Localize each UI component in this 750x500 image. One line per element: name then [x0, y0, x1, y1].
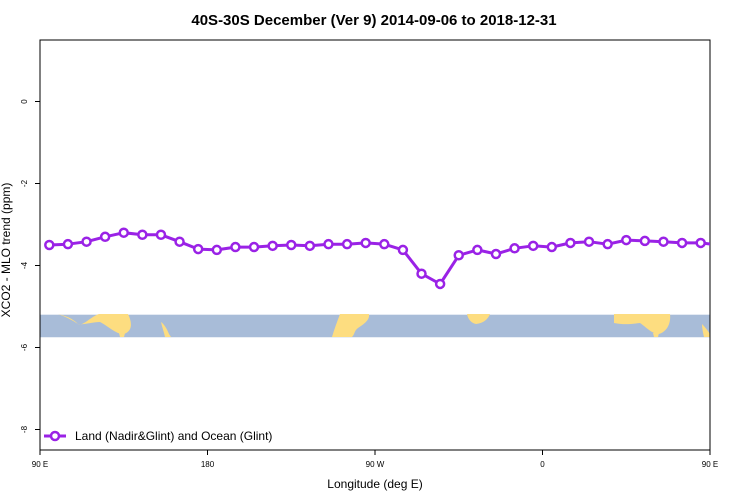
legend-marker-sample — [49, 430, 61, 442]
data-point — [379, 238, 390, 250]
x-tick-label-4: 90 E — [702, 460, 718, 469]
y-tick-label-1: -2 — [20, 179, 29, 187]
data-point — [546, 241, 558, 253]
data-point — [472, 244, 483, 256]
data-point — [453, 250, 464, 261]
land-new-zealand-2 — [702, 324, 710, 337]
x-tick-label-2: 90 W — [366, 460, 385, 469]
data-point — [118, 227, 129, 238]
data-point — [62, 238, 74, 250]
land-south-america — [332, 314, 370, 337]
data-point — [527, 240, 539, 252]
data-point — [323, 238, 334, 250]
land-australia-2 — [614, 314, 671, 334]
x-axis-label: Longitude (deg E) — [327, 477, 422, 491]
data-point — [99, 231, 111, 243]
data-point — [434, 278, 446, 290]
data-point — [360, 237, 371, 249]
y-axis: 0 -2 -4 -6 -8 — [20, 99, 40, 433]
data-point — [397, 244, 409, 256]
x-tick-label-1: 180 — [201, 460, 215, 469]
data-point — [676, 237, 688, 249]
data-point — [490, 248, 502, 260]
x-tick-label-0: 90 E — [32, 460, 48, 469]
land-australia-1 — [58, 314, 131, 335]
y-tick-label-2: -4 — [20, 261, 29, 269]
data-point — [621, 234, 632, 246]
data-point — [81, 236, 92, 247]
data-point — [267, 240, 278, 252]
data-point — [658, 236, 669, 247]
y-tick-label-3: -6 — [20, 343, 29, 351]
data-point — [695, 237, 706, 249]
ocean-background — [40, 314, 710, 338]
data-point — [137, 229, 148, 240]
chart-title: 40S-30S December (Ver 9) 2014-09-06 to 2… — [191, 12, 556, 29]
data-point — [304, 240, 316, 252]
data-point — [211, 244, 223, 256]
data-point — [341, 238, 353, 250]
data-point — [509, 243, 520, 254]
data-point — [286, 239, 297, 251]
y-axis-label: XCO2 - MLO trend (ppm) — [0, 183, 13, 318]
data-point — [44, 239, 55, 251]
map-strip — [40, 314, 710, 338]
data-point — [155, 229, 167, 240]
data-point — [583, 236, 595, 247]
legend: Land (Nadir&Glint) and Ocean (Glint) — [44, 429, 272, 443]
y-tick-label-0: 0 — [20, 99, 29, 104]
land-new-zealand-1 — [161, 322, 171, 337]
data-point — [416, 268, 427, 279]
data-point — [602, 238, 613, 250]
series-0 — [44, 227, 710, 290]
data-point — [174, 236, 185, 247]
series-layer — [44, 227, 710, 290]
data-point — [639, 235, 651, 247]
x-tick-label-3: 0 — [540, 460, 545, 469]
land-masses — [58, 314, 710, 337]
data-point — [248, 241, 260, 253]
land-africa — [467, 314, 490, 324]
y-tick-label-4: -8 — [20, 425, 29, 433]
data-point — [565, 237, 576, 249]
land-tasmania-1 — [119, 333, 125, 337]
data-point — [230, 241, 241, 253]
data-point — [192, 243, 204, 255]
land-tasmania-2 — [653, 333, 659, 337]
legend-label: Land (Nadir&Glint) and Ocean (Glint) — [75, 429, 272, 443]
